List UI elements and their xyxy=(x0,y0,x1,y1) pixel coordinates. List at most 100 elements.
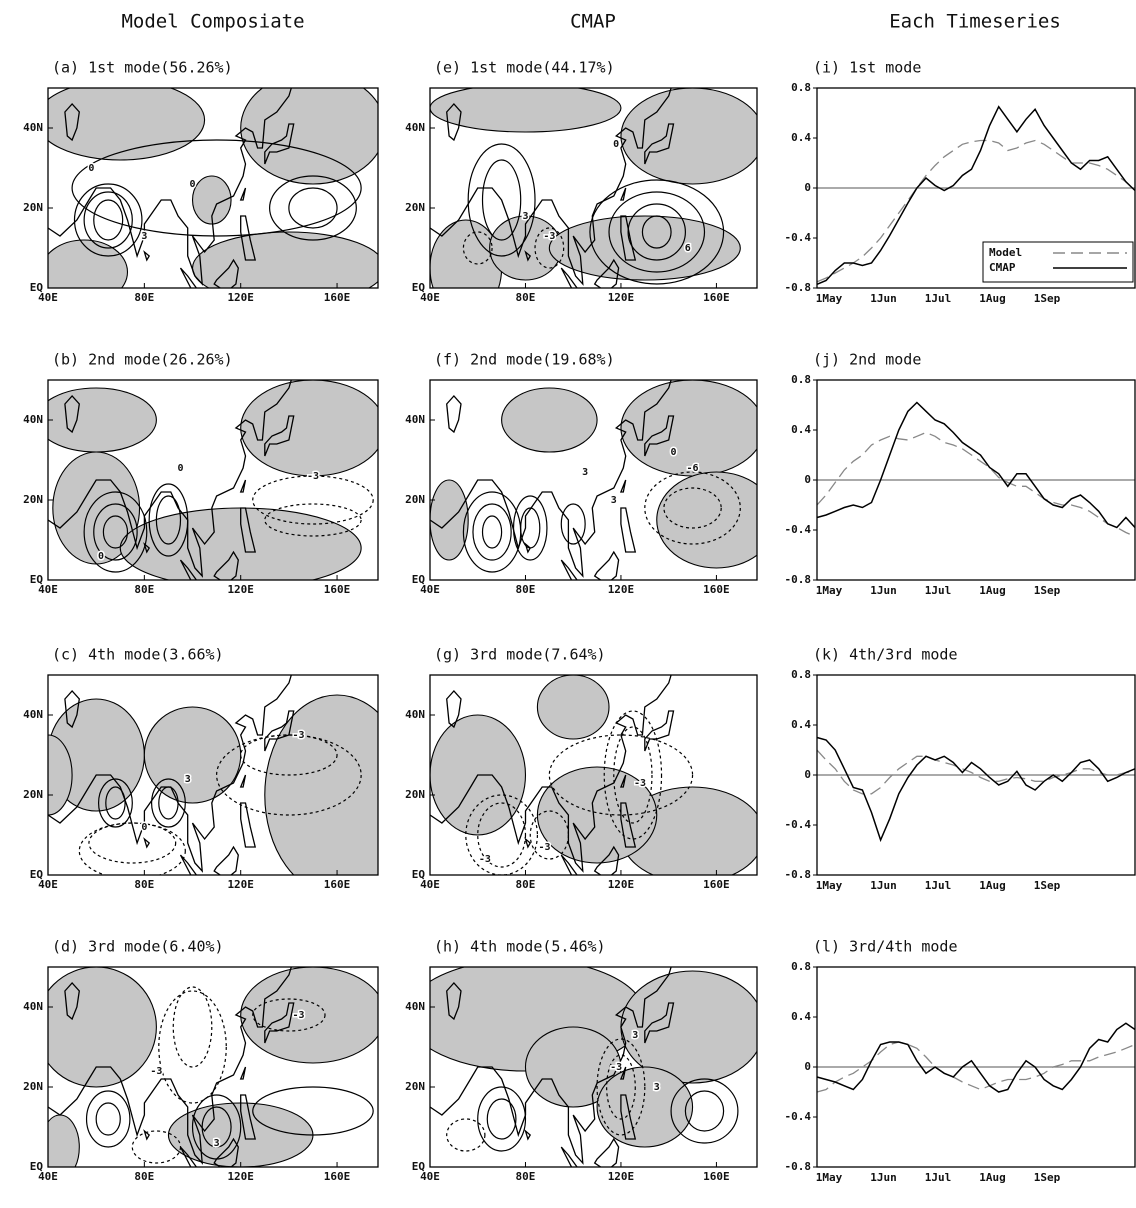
contour xyxy=(172,986,213,1068)
y-tick-label: 20N xyxy=(23,1080,43,1093)
coastline xyxy=(48,88,292,286)
coastline xyxy=(240,507,257,553)
contour xyxy=(216,734,362,816)
panel-title: (l) 3rd/4th mode xyxy=(813,938,958,956)
contour xyxy=(71,139,362,237)
x-tick-label: 1Jun xyxy=(870,879,897,892)
coastline xyxy=(593,845,620,875)
contour xyxy=(477,802,527,868)
y-tick-label: 0 xyxy=(804,1060,811,1073)
x-tick-label: 1Jul xyxy=(925,879,952,892)
shaded-region xyxy=(430,219,503,288)
series-line xyxy=(816,105,1136,285)
x-tick-label: 80E xyxy=(134,583,154,596)
coastline xyxy=(64,690,80,729)
y-tick-label: EQ xyxy=(30,281,44,294)
y-tick-label: -0.4 xyxy=(785,231,812,244)
coastline xyxy=(524,1129,532,1141)
x-tick-label: 1Sep xyxy=(1034,879,1061,892)
panel-title: (h) 4th mode(5.46%) xyxy=(434,938,606,956)
map-panel: 0 0 3 xyxy=(48,88,378,288)
contour xyxy=(589,179,725,285)
coastline xyxy=(179,267,198,288)
contour-label: 0 xyxy=(613,139,619,150)
coastline xyxy=(239,479,247,493)
y-tick-label: 0.4 xyxy=(791,423,811,436)
x-tick-label: 160E xyxy=(324,1170,351,1183)
y-tick-label: EQ xyxy=(412,281,426,294)
y-tick-label: 40N xyxy=(405,708,425,721)
series-line xyxy=(816,749,1136,795)
x-tick-label: 120E xyxy=(608,583,635,596)
shaded-region xyxy=(536,766,658,864)
shaded-region xyxy=(430,88,622,133)
y-tick-label: 20N xyxy=(23,493,43,506)
plot-frame xyxy=(816,674,1136,876)
y-tick-label: 0 xyxy=(804,181,811,194)
series-line xyxy=(816,1022,1136,1093)
x-tick-label: 160E xyxy=(703,878,730,891)
column-title: CMAP xyxy=(570,11,616,33)
contour xyxy=(269,175,357,241)
coastline xyxy=(619,774,627,788)
contour xyxy=(467,143,536,257)
shaded-region xyxy=(192,231,378,288)
coastline xyxy=(593,550,620,580)
contour xyxy=(88,822,177,864)
contour xyxy=(95,1102,121,1136)
contour xyxy=(252,1086,374,1136)
y-tick-label: 40N xyxy=(23,708,43,721)
coastline xyxy=(446,103,462,142)
coastline xyxy=(430,675,672,873)
shaded-region xyxy=(548,215,741,281)
contour xyxy=(462,231,493,265)
y-tick-label: 0.8 xyxy=(791,373,811,386)
contour-label: -3 xyxy=(292,1010,304,1021)
contour xyxy=(472,503,512,561)
y-tick-label: 0.8 xyxy=(791,81,811,94)
panel-title: (e) 1st mode(44.17%) xyxy=(434,59,615,77)
panel-title: (i) 1st mode xyxy=(813,59,921,77)
x-tick-label: 40E xyxy=(420,1170,440,1183)
y-tick-label: -0.8 xyxy=(785,281,812,294)
y-tick-label: 40N xyxy=(405,121,425,134)
series-line xyxy=(816,1041,1136,1093)
x-tick-label: 160E xyxy=(703,583,730,596)
y-tick-label: EQ xyxy=(30,1160,44,1173)
contour-label: 0 xyxy=(190,179,196,190)
contour-label: 0 xyxy=(177,463,183,474)
x-tick-label: 160E xyxy=(703,291,730,304)
coastline xyxy=(620,215,637,261)
map-frame xyxy=(47,87,379,289)
coastline xyxy=(446,395,462,434)
x-tick-label: 1Jun xyxy=(870,584,897,597)
contour xyxy=(663,487,722,529)
contour xyxy=(446,1118,486,1152)
panel-title: (j) 2nd mode xyxy=(813,351,921,369)
map-frame xyxy=(429,379,758,581)
x-tick-label: 1Jul xyxy=(925,292,952,305)
x-tick-label: 1Aug xyxy=(979,292,1006,305)
contour-label: 3 xyxy=(582,467,588,478)
plot-frame xyxy=(816,87,1136,289)
y-tick-label: -0.4 xyxy=(785,818,812,831)
coastline xyxy=(620,1094,637,1140)
contour-label: -6 xyxy=(687,463,699,474)
x-tick-label: 120E xyxy=(227,291,254,304)
y-tick-label: 40N xyxy=(23,1000,43,1013)
shaded-region xyxy=(48,967,157,1088)
contour-label: -3 xyxy=(610,1062,622,1073)
contour xyxy=(97,778,133,828)
y-tick-label: 40N xyxy=(23,121,43,134)
contour-label: -3 xyxy=(479,854,491,865)
x-tick-label: 160E xyxy=(324,878,351,891)
contour-label: -3 xyxy=(307,471,319,482)
coastline xyxy=(240,802,257,848)
plot-frame xyxy=(816,379,1136,581)
panel-title: (g) 3rd mode(7.64%) xyxy=(434,646,606,664)
contour xyxy=(252,998,326,1032)
map-frame xyxy=(47,674,379,876)
x-tick-label: 1May xyxy=(816,1171,843,1184)
y-tick-label: 40N xyxy=(405,1000,425,1013)
x-tick-label: 1May xyxy=(816,584,843,597)
